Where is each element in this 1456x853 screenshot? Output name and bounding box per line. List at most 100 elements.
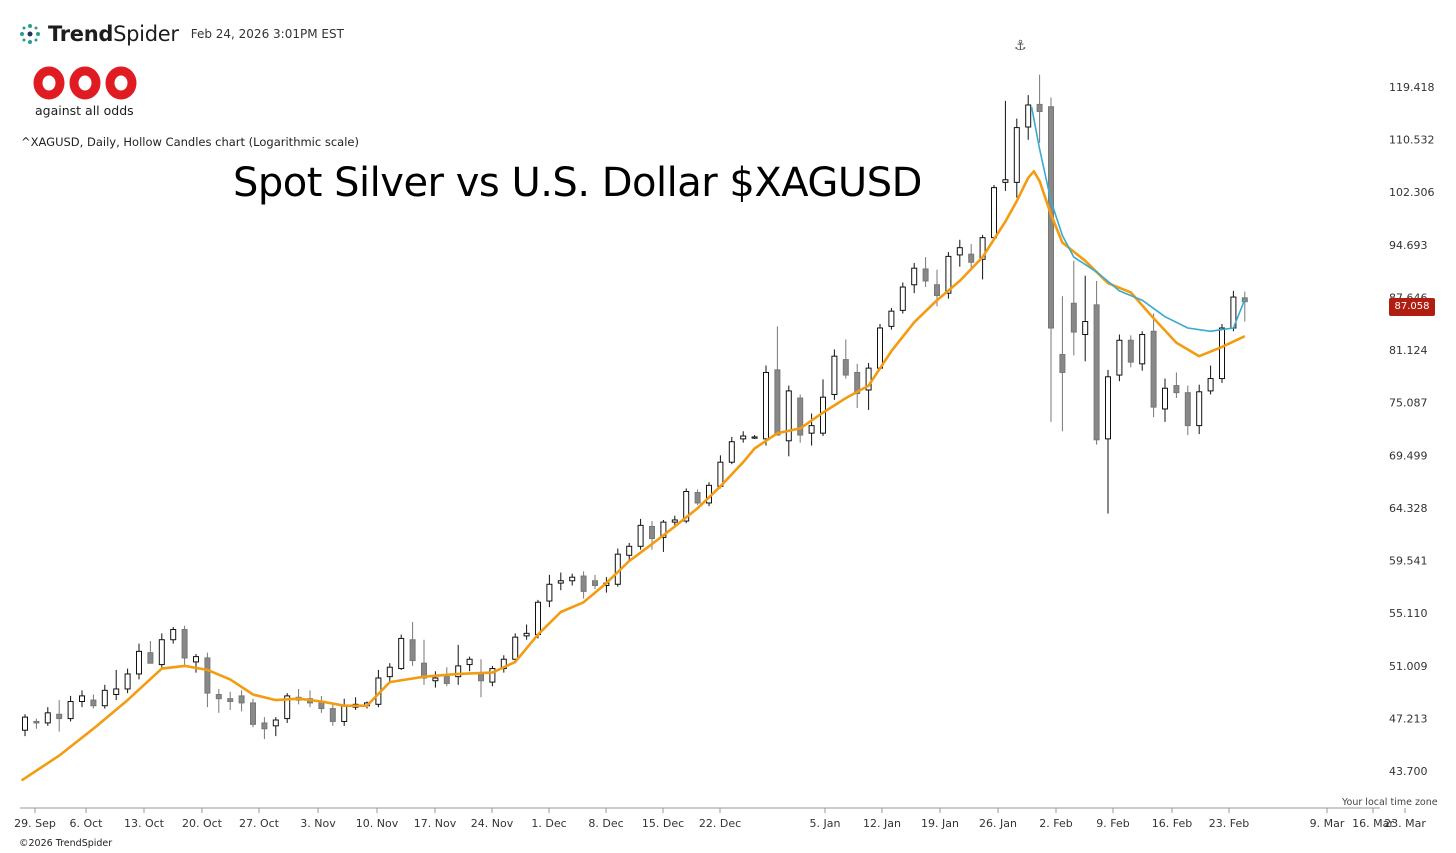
candle-body — [1093, 304, 1100, 441]
candle-body — [261, 722, 268, 730]
candle-body — [774, 369, 781, 436]
y-tick-label: 55.110 — [1389, 607, 1428, 620]
candle-body — [854, 371, 861, 395]
candle-body — [227, 698, 234, 702]
candle-body — [193, 656, 199, 663]
candle-body — [808, 425, 815, 434]
candle-body — [991, 187, 997, 239]
x-tick-label: 17. Nov — [414, 817, 457, 830]
candle-body — [899, 286, 906, 311]
x-tick-label: 13. Oct — [124, 817, 165, 830]
candle-body — [979, 237, 986, 260]
y-tick-label: 119.418 — [1389, 81, 1435, 94]
candle-body — [1036, 103, 1043, 112]
candle-body — [512, 636, 519, 660]
aao-logo — [33, 66, 137, 100]
x-tick-label: 22. Dec — [699, 817, 741, 830]
x-tick-label: 10. Nov — [356, 817, 399, 830]
candle-body — [592, 580, 598, 586]
y-tick-label: 43.700 — [1389, 765, 1428, 778]
candle-body — [945, 255, 952, 294]
candle-body — [557, 580, 564, 584]
candle-body — [1070, 302, 1077, 333]
x-tick-label: 9. Mar — [1310, 817, 1345, 830]
x-tick-label: 26. Jan — [979, 817, 1017, 830]
candle-body — [90, 699, 97, 707]
candle-body — [1105, 376, 1111, 440]
candle-body — [443, 676, 450, 684]
candle-body — [1162, 387, 1168, 410]
candle-body — [569, 576, 576, 582]
brand-name: TrendSpider — [48, 22, 179, 46]
brand-bold: Trend — [48, 22, 114, 46]
x-tick-label: 16. Feb — [1152, 817, 1192, 830]
candle-body — [1013, 127, 1020, 183]
anchored-vwap-line — [1030, 106, 1246, 333]
x-tick-label: 20. Oct — [182, 817, 223, 830]
candle-body — [124, 673, 131, 690]
x-tick-label: 6. Oct — [69, 817, 103, 830]
candle-body — [1207, 378, 1214, 392]
candle-body — [728, 441, 735, 463]
candle-body — [147, 652, 154, 664]
x-tick-label: 16. Mar — [1352, 817, 1394, 830]
candle-body — [877, 327, 883, 369]
candle-body — [56, 713, 63, 720]
candle-body — [67, 700, 74, 720]
x-tick-label: 2. Feb — [1039, 817, 1072, 830]
candle-body — [1219, 327, 1225, 380]
x-tick-label: 9. Feb — [1096, 817, 1129, 830]
x-tick-label: 3. Nov — [300, 817, 336, 830]
candle-body — [1116, 339, 1123, 376]
candle-body — [911, 267, 918, 286]
candle-body — [341, 705, 348, 722]
anchor-icon[interactable]: ⚓ — [1014, 38, 1027, 54]
candle-body — [101, 689, 108, 707]
candle-body — [204, 657, 211, 694]
candle-body — [1127, 339, 1134, 363]
x-tick-label: 23. Mar — [1384, 817, 1426, 830]
candle-body — [1184, 392, 1191, 427]
x-tick-label: 15. Dec — [642, 817, 684, 830]
candle-body — [523, 632, 530, 637]
candle-body — [1173, 385, 1180, 394]
candle-body — [113, 688, 120, 696]
candle-body — [238, 695, 245, 704]
candle-body — [535, 601, 541, 636]
x-tick-label: 1. Dec — [531, 817, 566, 830]
candle-body — [386, 666, 393, 678]
candle-body — [649, 525, 655, 540]
candle-body — [22, 716, 28, 731]
candle-body — [683, 490, 690, 522]
x-tick-label: 12. Jan — [863, 817, 901, 830]
candle-body — [33, 720, 40, 724]
candle-body — [136, 650, 142, 675]
candle-body — [215, 694, 222, 700]
candle-body — [158, 639, 165, 666]
candle-body — [763, 371, 769, 440]
candle-body — [329, 708, 336, 722]
x-tick-label: 8. Dec — [588, 817, 623, 830]
timezone-label[interactable]: Your local time zone — [1342, 797, 1438, 808]
candle-body — [546, 583, 553, 602]
candle-body — [1150, 330, 1157, 408]
x-tick-label: 29. Sep — [14, 817, 56, 830]
candle-body — [489, 668, 496, 683]
candle-body — [865, 367, 872, 391]
candle-body — [1002, 179, 1009, 183]
candle-body — [922, 268, 929, 282]
copyright: ©2026 TrendSpider — [19, 838, 113, 849]
candle-body — [181, 629, 188, 659]
candle-body — [466, 658, 473, 666]
candle-body — [785, 390, 792, 442]
candle-body — [1139, 334, 1146, 365]
candle-body — [580, 575, 587, 592]
x-tick-label: 5. Jan — [810, 817, 841, 830]
candle-body — [1082, 321, 1089, 336]
candle-body — [1025, 104, 1032, 128]
x-tick-label: 27. Oct — [239, 817, 280, 830]
y-tick-label: 81.124 — [1389, 344, 1428, 357]
candle-body — [170, 629, 177, 641]
candle-body — [671, 519, 678, 523]
